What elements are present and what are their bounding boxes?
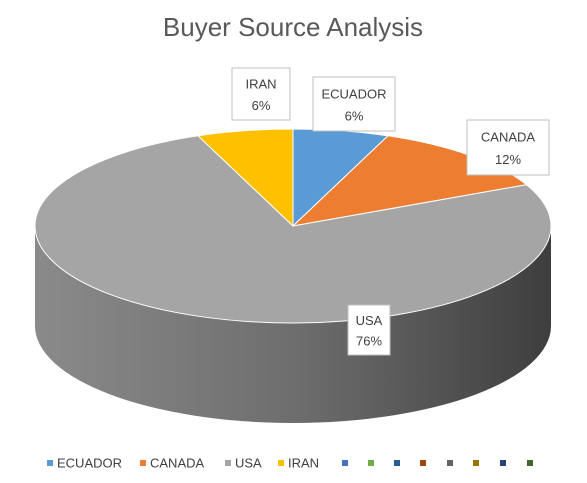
legend-marker bbox=[342, 460, 348, 466]
legend-label: IRAN bbox=[288, 455, 319, 470]
data-label: 12% bbox=[495, 152, 521, 167]
legend-marker bbox=[368, 460, 374, 466]
pie-slice bbox=[196, 128, 294, 228]
pie-slice bbox=[34, 135, 552, 324]
label-box bbox=[312, 76, 396, 132]
data-label: 6% bbox=[345, 108, 364, 123]
legend-label: USA bbox=[235, 455, 262, 470]
legend-marker bbox=[278, 460, 284, 466]
legend-marker bbox=[420, 460, 426, 466]
legend-marker bbox=[394, 460, 400, 466]
legend-marker bbox=[47, 460, 53, 466]
legend-marker bbox=[527, 460, 533, 466]
pie-side bbox=[35, 226, 551, 423]
legend-marker bbox=[500, 460, 506, 466]
legend-label: CANADA bbox=[150, 455, 205, 470]
legend-marker bbox=[225, 460, 231, 466]
label-box bbox=[466, 119, 550, 176]
data-label-name: CANADA bbox=[481, 130, 536, 145]
chart-title: Buyer Source Analysis bbox=[163, 12, 423, 42]
data-label: 6% bbox=[252, 98, 271, 113]
label-box bbox=[231, 67, 291, 121]
legend-marker bbox=[473, 460, 479, 466]
data-label-name: USA bbox=[356, 313, 383, 328]
legend-marker bbox=[140, 460, 146, 466]
data-label-name: IRAN bbox=[245, 77, 276, 92]
label-box bbox=[347, 304, 391, 356]
legend-marker bbox=[447, 460, 453, 466]
data-label: 76% bbox=[356, 333, 382, 348]
legend-label: ECUADOR bbox=[57, 455, 122, 470]
data-label-name: ECUADOR bbox=[321, 86, 386, 101]
